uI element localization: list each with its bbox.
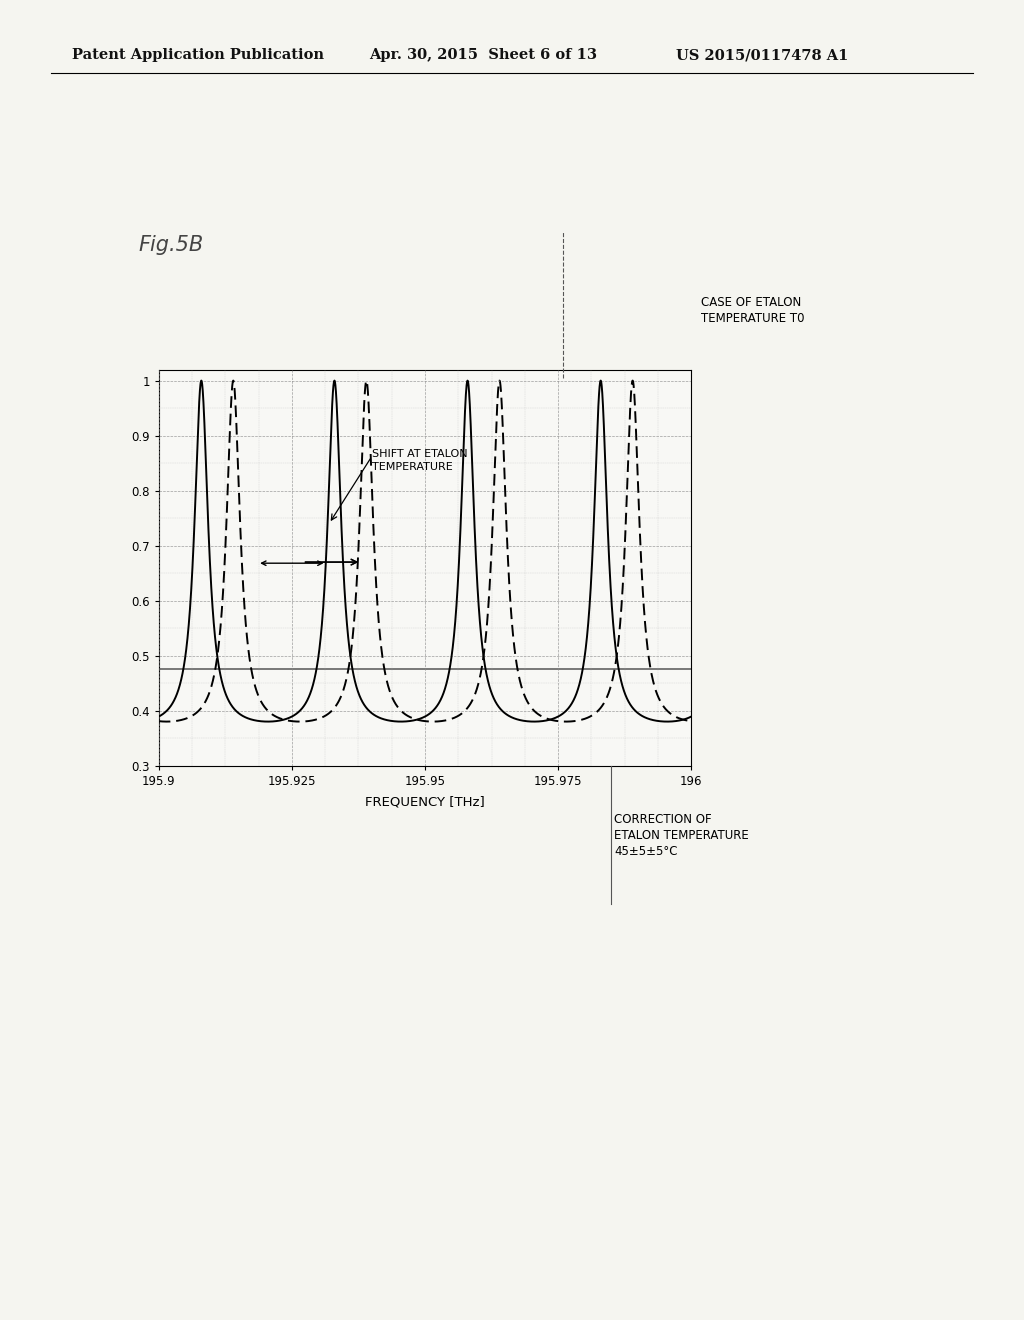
Text: Patent Application Publication: Patent Application Publication bbox=[72, 49, 324, 62]
Text: Fig.5B: Fig.5B bbox=[138, 235, 204, 255]
Text: US 2015/0117478 A1: US 2015/0117478 A1 bbox=[676, 49, 848, 62]
Text: CASE OF ETALON
TEMPERATURE T0: CASE OF ETALON TEMPERATURE T0 bbox=[701, 296, 805, 325]
Text: SHIFT AT ETALON
TEMPERATURE: SHIFT AT ETALON TEMPERATURE bbox=[372, 449, 467, 471]
X-axis label: FREQUENCY [THz]: FREQUENCY [THz] bbox=[366, 796, 484, 809]
Text: Apr. 30, 2015  Sheet 6 of 13: Apr. 30, 2015 Sheet 6 of 13 bbox=[369, 49, 597, 62]
Text: CORRECTION OF
ETALON TEMPERATURE
45±5±5°C: CORRECTION OF ETALON TEMPERATURE 45±5±5°… bbox=[614, 813, 750, 858]
